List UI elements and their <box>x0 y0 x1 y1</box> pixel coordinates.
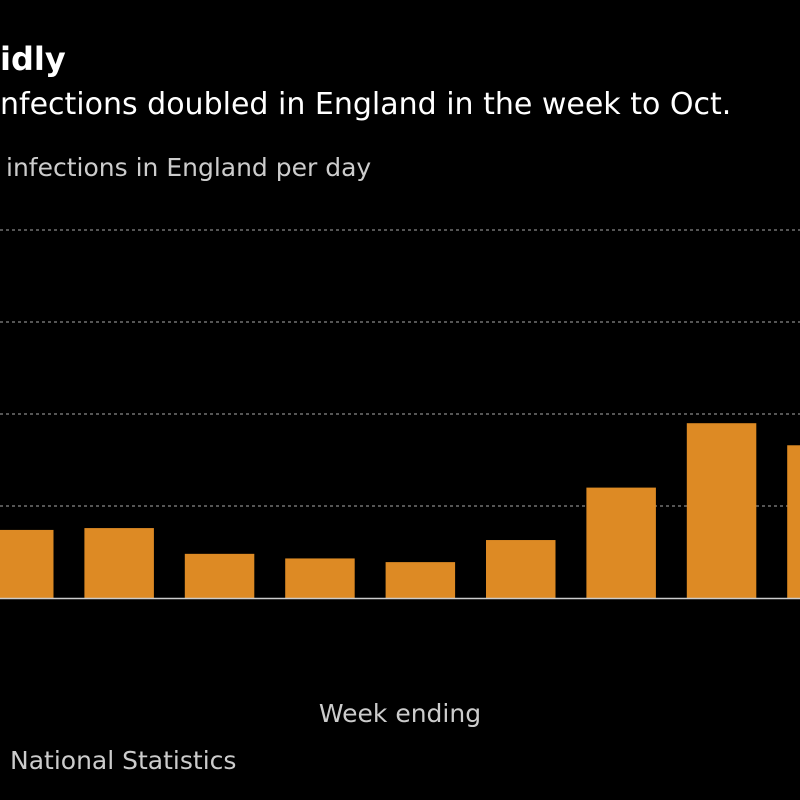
source-note: National Statistics <box>10 746 237 775</box>
bar <box>285 558 355 598</box>
bar <box>787 445 800 598</box>
x-axis-label: Week ending <box>318 699 482 728</box>
bar <box>686 423 757 598</box>
bar <box>184 553 255 598</box>
bar <box>385 562 456 598</box>
chart-subtitle: nfections doubled in England in the week… <box>0 87 732 122</box>
bar <box>586 487 656 598</box>
bar <box>0 529 54 598</box>
bar <box>84 528 154 598</box>
bar <box>486 540 556 598</box>
y-axis-label: infections in England per day <box>6 153 372 182</box>
chart-title: idly <box>0 40 66 78</box>
